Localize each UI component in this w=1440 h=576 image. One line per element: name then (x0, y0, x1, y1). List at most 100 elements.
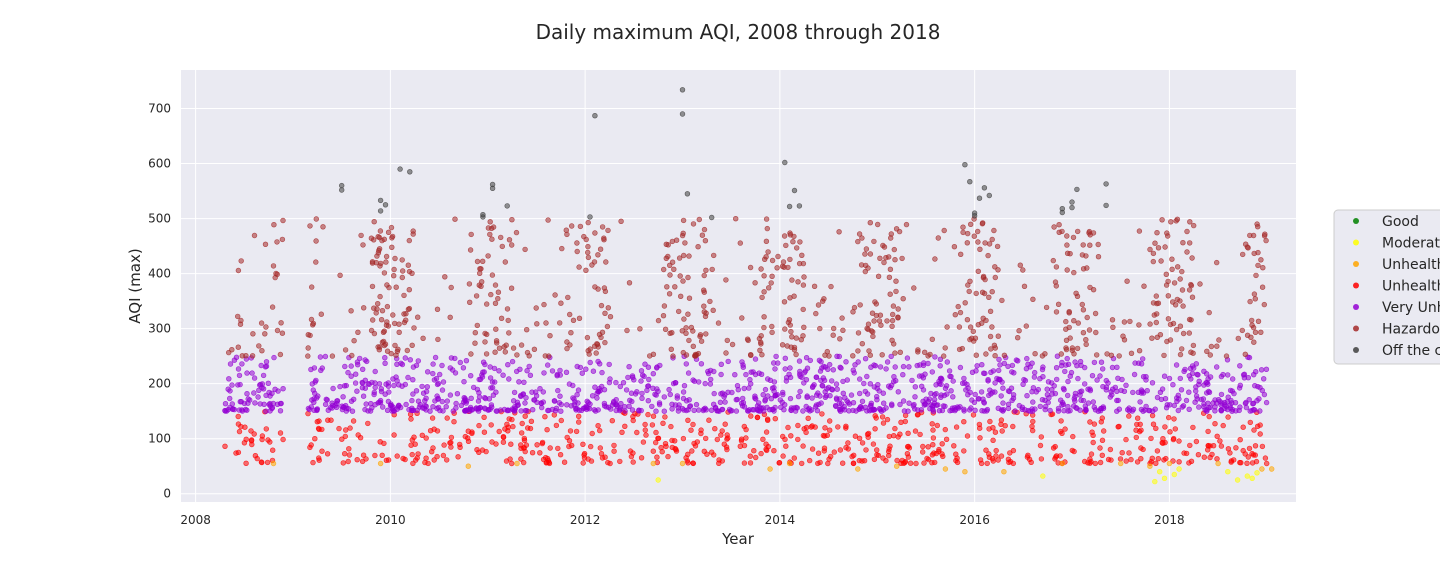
data-point-hazardous (584, 334, 591, 341)
data-point-unhealthy (650, 413, 657, 419)
data-point-very-unhealthy (1236, 385, 1243, 391)
data-point-unhealthy-for-sensitive-groups (514, 460, 520, 467)
legend-label-moderate: Moderate (1382, 236, 1440, 252)
data-point-hazardous (800, 282, 807, 288)
data-point-very-unhealthy (1037, 376, 1043, 382)
data-point-very-unhealthy (255, 394, 261, 400)
data-point-hazardous (970, 338, 977, 344)
data-point-unhealthy (785, 424, 791, 431)
data-point-hazardous (1179, 287, 1186, 293)
data-point-unhealthy (776, 460, 782, 466)
data-point-hazardous (815, 302, 822, 308)
data-point-hazardous (1169, 299, 1176, 305)
data-point-very-unhealthy (754, 403, 761, 409)
data-point-very-unhealthy (707, 381, 714, 387)
data-point-very-unhealthy (235, 382, 241, 388)
data-point-very-unhealthy (1064, 355, 1070, 362)
data-point-hazardous (903, 221, 910, 228)
data-point-unhealthy-for-sensitive-groups (942, 466, 949, 472)
data-point-unhealthy (355, 432, 361, 438)
data-point-unhealthy (885, 448, 892, 455)
data-point-hazardous (259, 348, 265, 354)
data-point-off-the-charts (1059, 209, 1066, 216)
data-point-very-unhealthy (866, 408, 873, 414)
data-point-hazardous (1164, 230, 1170, 236)
data-point-hazardous (498, 234, 504, 241)
data-point-hazardous (1169, 256, 1175, 262)
data-point-very-unhealthy (760, 392, 766, 398)
data-point-unhealthy (412, 441, 418, 447)
data-point-hazardous (477, 270, 483, 276)
data-point-very-unhealthy (324, 397, 330, 403)
data-point-unhealthy (598, 451, 605, 457)
data-point-hazardous (371, 237, 377, 243)
data-point-very-unhealthy (846, 401, 853, 407)
data-point-very-unhealthy (929, 369, 935, 375)
data-point-unhealthy (251, 431, 257, 437)
data-point-moderate (1161, 475, 1168, 481)
data-point-very-unhealthy (557, 367, 563, 374)
data-point-very-unhealthy (1213, 400, 1220, 406)
data-point-very-unhealthy (1031, 374, 1038, 380)
data-point-hazardous (383, 259, 389, 265)
data-point-unhealthy (1052, 454, 1059, 460)
data-point-hazardous (702, 238, 709, 244)
data-point-very-unhealthy (880, 400, 887, 406)
data-point-hazardous (310, 322, 316, 328)
data-point-very-unhealthy (354, 388, 360, 394)
data-point-hazardous (570, 317, 577, 323)
data-point-hazardous (690, 343, 696, 349)
data-point-hazardous (673, 237, 680, 243)
data-point-very-unhealthy (493, 389, 499, 395)
data-point-unhealthy (870, 441, 877, 447)
data-point-hazardous (683, 330, 689, 336)
data-point-hazardous (547, 333, 553, 339)
data-point-hazardous (992, 353, 998, 359)
data-point-hazardous (502, 259, 508, 265)
data-point-very-unhealthy (394, 361, 400, 367)
data-point-unhealthy (502, 426, 508, 432)
data-point-hazardous (492, 282, 499, 288)
data-point-unhealthy (752, 454, 759, 461)
data-point-unhealthy (763, 446, 769, 452)
data-point-hazardous (238, 258, 244, 264)
data-point-hazardous (505, 317, 511, 324)
data-point-hazardous (863, 246, 870, 252)
data-point-hazardous (1197, 281, 1203, 287)
data-point-very-unhealthy (555, 387, 561, 394)
data-point-hazardous (683, 352, 690, 358)
data-point-hazardous (783, 242, 789, 249)
data-point-hazardous (329, 353, 336, 359)
data-point-hazardous (1087, 242, 1093, 248)
data-point-unhealthy (1214, 456, 1220, 462)
data-point-hazardous (384, 348, 391, 354)
data-point-hazardous (859, 235, 865, 241)
data-point-unhealthy (411, 434, 417, 440)
data-point-hazardous (601, 237, 607, 243)
data-point-unhealthy (455, 454, 461, 460)
data-point-unhealthy (1105, 456, 1112, 463)
data-point-hazardous (399, 274, 405, 281)
data-point-very-unhealthy (891, 374, 897, 380)
data-point-unhealthy (249, 441, 255, 448)
data-point-unhealthy (839, 460, 846, 466)
data-point-very-unhealthy (226, 376, 232, 382)
data-point-very-unhealthy (1243, 399, 1249, 406)
data-point-very-unhealthy (1060, 385, 1067, 392)
data-point-hazardous (487, 219, 493, 225)
data-point-very-unhealthy (227, 388, 233, 394)
data-point-very-unhealthy (239, 361, 245, 367)
data-point-hazardous (489, 236, 495, 242)
data-point-unhealthy (992, 429, 999, 435)
data-point-hazardous (601, 285, 608, 291)
data-point-hazardous (660, 313, 667, 319)
data-point-hazardous (270, 263, 277, 269)
data-point-hazardous (585, 254, 592, 261)
data-point-very-unhealthy (1213, 364, 1220, 370)
data-point-hazardous (855, 238, 861, 245)
data-point-hazardous (502, 349, 508, 355)
data-point-very-unhealthy (900, 398, 907, 404)
data-point-hazardous (761, 324, 767, 331)
data-point-very-unhealthy (948, 388, 954, 394)
data-point-very-unhealthy (251, 375, 258, 381)
